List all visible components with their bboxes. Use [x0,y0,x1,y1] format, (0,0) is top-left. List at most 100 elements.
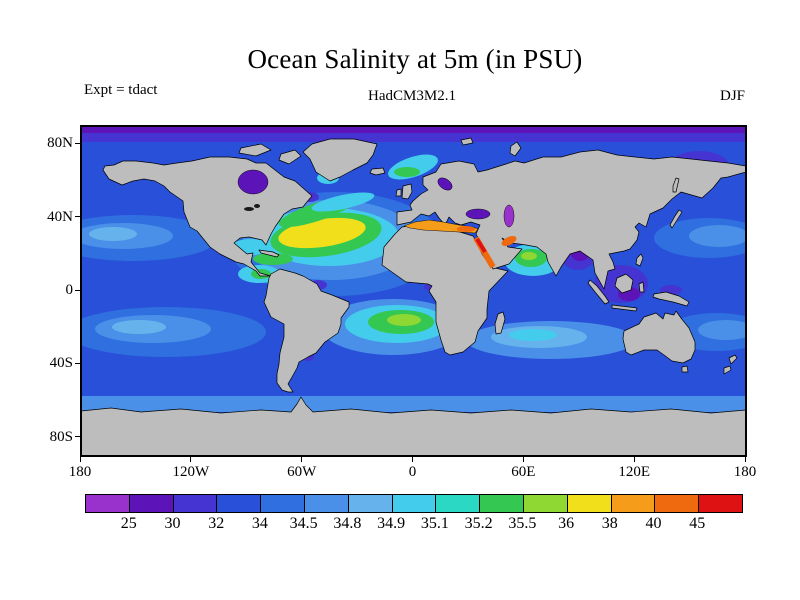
baltic-sea [437,177,453,191]
antarctic-fringe-patch [81,396,746,412]
lon-tick-label: 60E [511,464,536,480]
nepac-patch-lighter [89,227,137,241]
colorbar-segment [611,495,656,512]
land-java [611,304,638,312]
mediterranean-east-basin [457,226,475,232]
lon-tick-mark [744,457,746,462]
colorbar-segment [348,495,393,512]
colorbar-segment [261,495,305,512]
colorbar-tick-label: 34.9 [377,515,406,532]
lon-tick-label: 120W [172,464,210,480]
colorbar-tick-label: 34.5 [289,515,318,532]
land-tasmania [681,365,689,373]
colorbar-segment [304,495,349,512]
caribbean-green [253,253,293,265]
land-south-america [263,268,350,393]
colorbar-tick-label: 38 [601,515,618,532]
land-greenland [302,138,378,182]
colorbar-segment [173,495,218,512]
lon-tick-mark [79,457,81,462]
marginal-seas [237,169,517,269]
colorbar-labels: 25 30 32 34 34.5 34.8 34.9 35.1 35.2 35.5 36 38 40 45 [85,515,741,535]
colorbar-tick-label: 36 [558,515,575,532]
land-sulawesi [638,281,645,293]
sepac-patch-lighter [112,320,166,334]
colorbar-segment [217,495,262,512]
land-australia [622,310,696,364]
colorbar-tick-label: 32 [208,515,225,532]
plot-title: Ocean Salinity at 5m (in PSU) [247,44,583,74]
lon-tick-mark [412,457,413,462]
colorbar-tick-label: 40 [645,515,662,532]
land-antarctica [81,396,746,456]
lon-tick-label: 180 [733,464,757,480]
great-lakes [244,207,254,211]
lon-tick-label: 0 [408,464,417,480]
satl-patch-core [387,314,421,326]
lon-tick-mark [633,457,635,462]
land-canadian-arctic [238,143,272,157]
colorbar [85,494,743,513]
colorbar-segment [480,495,524,512]
land-japan [669,209,683,229]
lat-tick-label: 0 [65,282,74,298]
colorbar-tick-label: 35.1 [420,515,449,532]
land-iceland [369,167,386,176]
experiment-label: Expt = tdact [84,82,158,98]
colorbar-segment [655,495,700,512]
colorbar-tick-label: 35.2 [464,515,493,532]
lon-tick-label: 60W [287,464,317,480]
norwegian-sea-green [394,167,420,177]
gulf-stream-cyan-tongue [311,192,375,212]
land-baffin-island [278,149,302,165]
world-salinity-map [80,125,747,457]
lat-tick-label: 80N [47,135,73,152]
land-borneo [614,273,634,294]
land-new-guinea [652,291,690,307]
land-new-zealand-north [728,354,738,365]
landmasses [81,137,746,456]
colorbar-tick-label: 34.8 [333,515,362,532]
black-sea [465,208,491,220]
colorbar-tick-label: 45 [689,515,706,532]
lat-tick-mark [75,436,80,438]
land-svalbard [460,137,474,146]
lon-tick-mark [522,457,524,462]
lat-tick-label: 40N [47,208,73,225]
model-label: HadCM3M2.1 [368,88,456,104]
colorbar-segment [129,495,174,512]
land-philippines [635,253,644,267]
land-africa [381,222,509,356]
colorbar-tick-label: 25 [120,515,137,532]
colorbar-segment [699,495,742,512]
lat-tick-mark [75,362,80,364]
swpac-patch-light [698,320,746,340]
season-label: DJF [719,88,745,104]
lon-tick-mark [301,457,303,462]
sindian-patch-cyan [509,329,557,341]
arctic-band-purple [81,126,746,133]
colorbar-segment [436,495,481,512]
lat-tick-mark [75,289,80,291]
land-sakhalin [672,177,680,193]
lon-tick-label: 120E [618,464,650,480]
lat-tick-mark [75,216,80,218]
lat-tick-label: 40S [49,355,73,372]
map-frame [81,126,746,456]
persian-gulf [501,236,517,246]
land-ireland [395,188,402,197]
land-madagascar [494,311,506,335]
lon-tick-mark [190,457,192,462]
red-sea-north [475,237,487,254]
colorbar-segment [523,495,568,512]
salinity-patches [81,126,746,412]
colorbar-segment [86,495,130,512]
lon-tick-label: 180 [68,464,92,480]
lat-tick-label: 80S [49,428,73,445]
hudson-bay [237,169,269,195]
map-canvas [81,126,746,456]
land-cuba [258,249,280,258]
lat-tick-mark [75,142,80,144]
colorbar-segment [567,495,612,512]
